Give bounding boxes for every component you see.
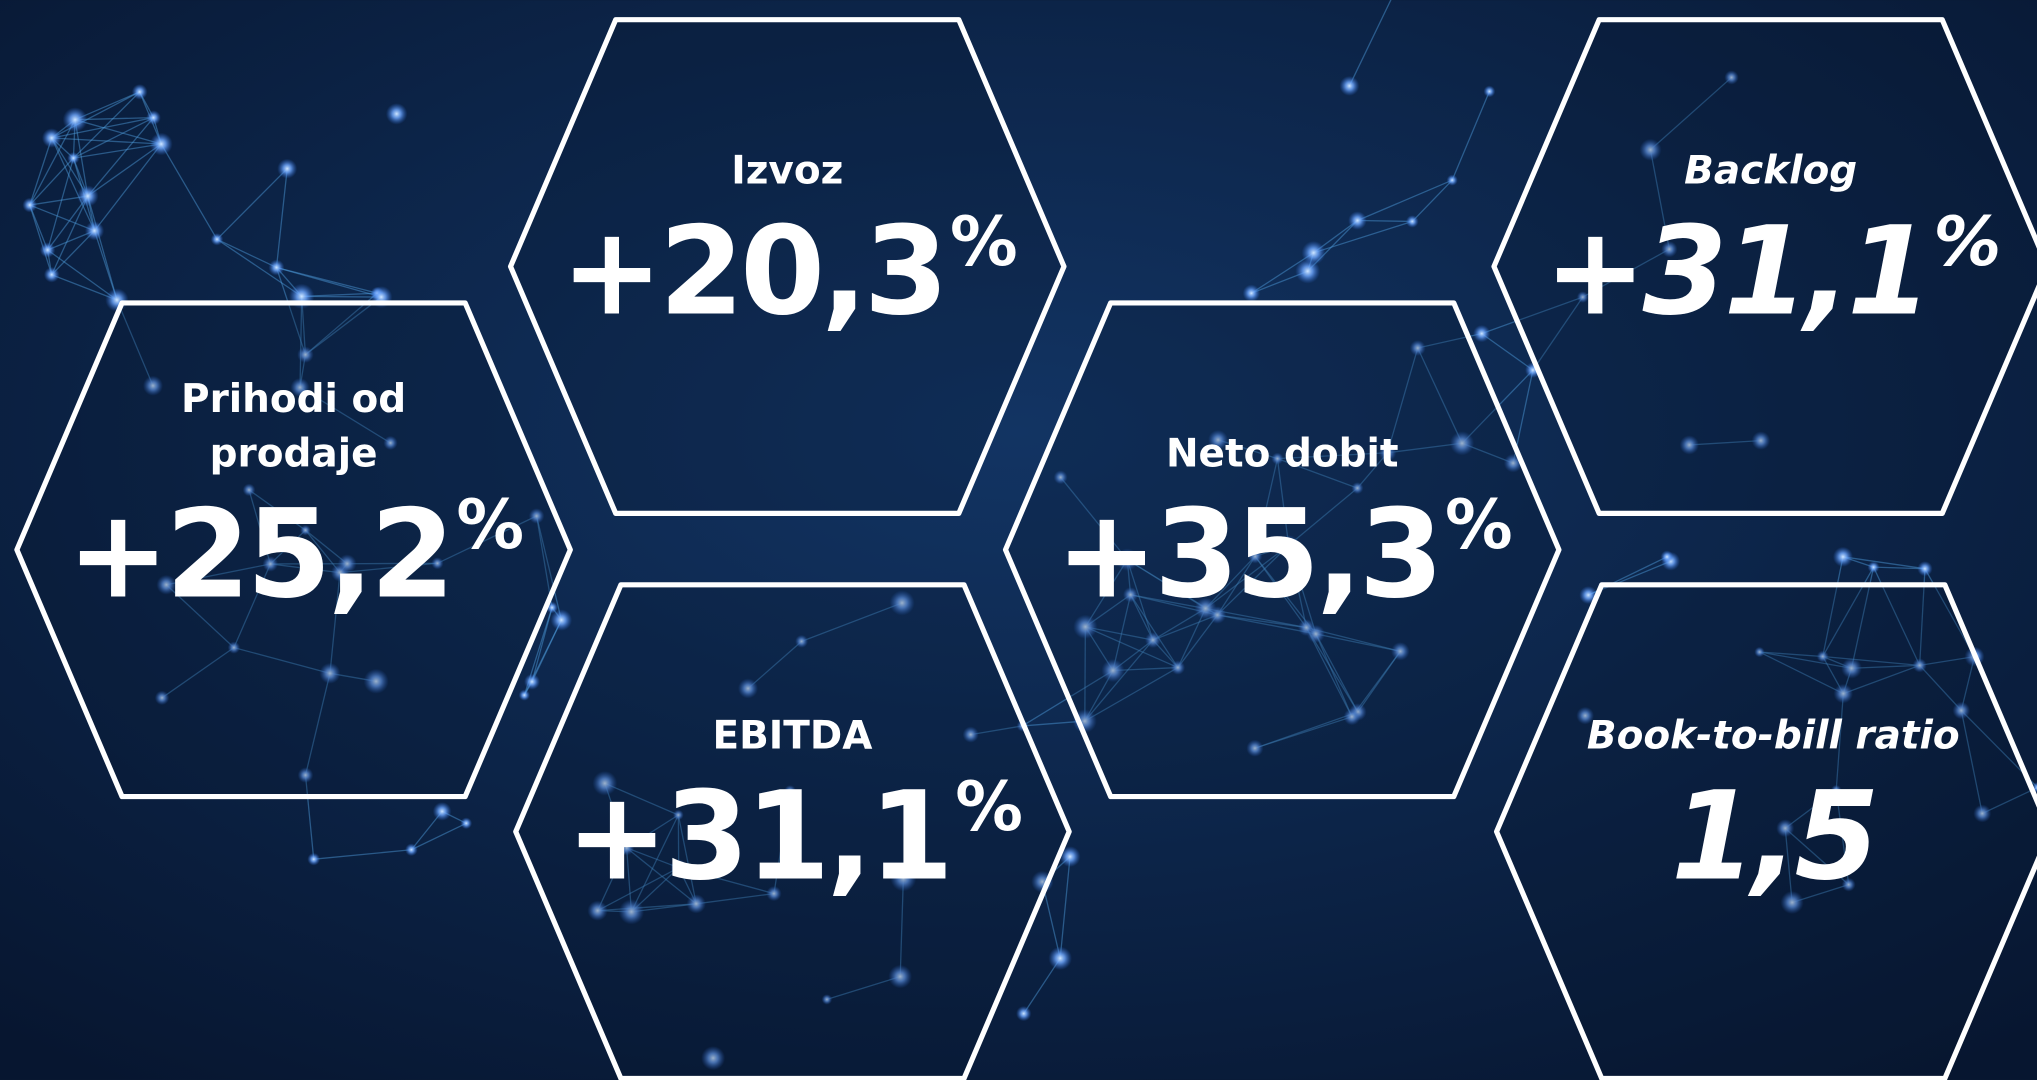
tile-label: Prihodi od <box>181 377 406 422</box>
tile-value: 1,5 <box>1671 765 1876 907</box>
tile-label: Neto dobit <box>1166 432 1399 477</box>
value-number: 1,5 <box>1671 765 1876 907</box>
value-suffix: % <box>950 201 1016 280</box>
tile-label: EBITDA <box>712 714 872 759</box>
network-node <box>67 152 79 164</box>
network-node <box>386 103 407 124</box>
network-node <box>1917 561 1932 576</box>
network-node <box>460 817 472 829</box>
network-node <box>307 853 320 866</box>
value-number: +31,1 <box>1544 200 1928 342</box>
network-node <box>132 84 148 100</box>
network-node <box>85 221 104 240</box>
network-node <box>405 843 418 856</box>
tile-label: Izvoz <box>731 149 843 194</box>
value-number: +25,2 <box>67 483 451 625</box>
network-node <box>269 260 285 276</box>
network-node <box>1833 547 1853 567</box>
stat-tile: Neto dobit +35,3% <box>1006 303 1559 797</box>
stat-tile: EBITDA +31,1% <box>516 585 1069 1079</box>
tile-label: Backlog <box>1684 149 1857 194</box>
network-node <box>1348 211 1367 230</box>
stat-tile: Prihodi od prodaje +25,2% <box>17 303 570 797</box>
network-node <box>1302 241 1326 265</box>
stat-tile: Book-to-bill ratio 1,5 <box>1497 585 2037 1079</box>
network-node <box>42 128 62 148</box>
network-node <box>40 242 55 257</box>
network-node <box>1447 175 1458 186</box>
value-suffix: % <box>1933 201 1997 280</box>
network-node <box>77 185 98 206</box>
network-node <box>1048 947 1072 971</box>
value-suffix: % <box>1445 485 1511 564</box>
value-suffix: % <box>456 485 522 564</box>
value-number: +35,3 <box>1056 483 1440 625</box>
value-suffix: % <box>955 766 1021 845</box>
tile-label: prodaje <box>210 432 378 477</box>
value-number: +20,3 <box>561 200 945 342</box>
network-node <box>1339 76 1359 96</box>
network-node <box>44 267 60 283</box>
network-node <box>1868 561 1880 573</box>
network-node <box>1473 325 1490 342</box>
network-node <box>1016 1006 1031 1021</box>
network-node <box>146 110 161 125</box>
value-number: +31,1 <box>566 765 950 907</box>
network-node <box>1243 285 1260 302</box>
network-node <box>519 689 530 700</box>
network-node <box>211 233 223 245</box>
network-node <box>1484 86 1496 98</box>
network-node <box>1661 550 1674 563</box>
network-node <box>22 198 37 213</box>
network-node <box>524 674 540 690</box>
network-node <box>63 107 88 132</box>
infographic: Izvoz+20,3%Prihodi odprodaje+25,2%EBITDA… <box>0 0 2037 1080</box>
page: Izvoz+20,3%Prihodi odprodaje+25,2%EBITDA… <box>0 0 2037 1080</box>
stat-tile: Izvoz +20,3% <box>511 20 1064 514</box>
network-node <box>433 802 452 821</box>
tile-label: Book-to-bill ratio <box>1587 714 1960 759</box>
network-node <box>277 159 297 179</box>
stat-tile: Backlog +31,1% <box>1494 20 2037 514</box>
network-node <box>1406 215 1419 228</box>
network-node <box>150 133 173 156</box>
